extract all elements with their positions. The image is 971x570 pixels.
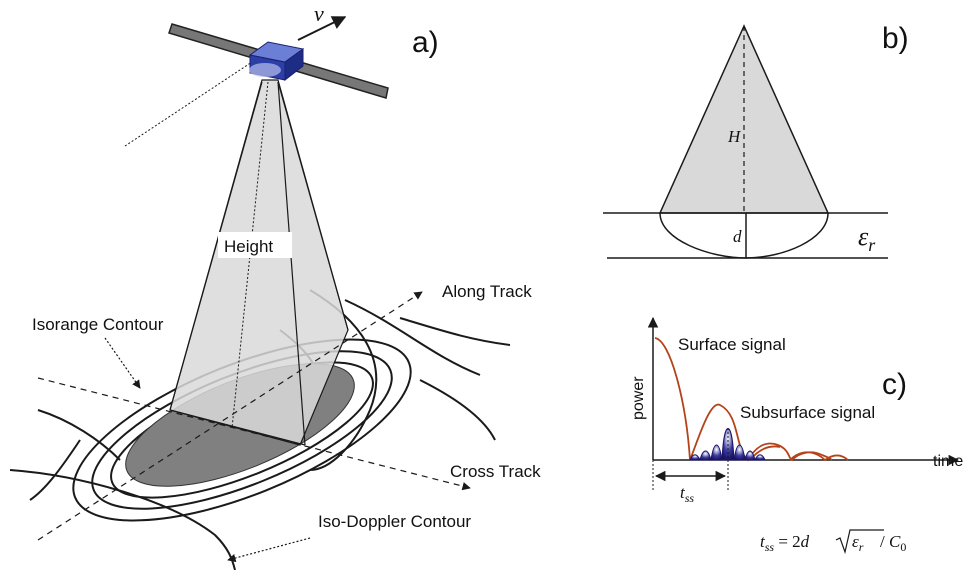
- depth-symbol: d: [733, 227, 742, 246]
- satellite-body-side: [284, 48, 304, 82]
- satellite: [248, 41, 305, 82]
- cross-track-label: Cross Track: [450, 462, 541, 481]
- formula-equals: = 2: [774, 532, 801, 551]
- height-symbol: H: [727, 127, 742, 146]
- formula-text: tss = 2d: [760, 532, 810, 554]
- panel-c-label: c): [882, 368, 907, 401]
- formula-lhs: t: [760, 532, 766, 551]
- velocity-arrow: [297, 16, 347, 41]
- formula-d: d: [801, 532, 810, 551]
- height-label-box: [218, 232, 292, 258]
- surface-signal-label: Surface signal: [678, 335, 786, 354]
- permittivity-label: εr: [858, 222, 876, 255]
- formula-eps: ε: [852, 532, 859, 551]
- delay-label: tss: [680, 483, 694, 505]
- panel-b-label: b): [882, 22, 909, 55]
- subsurface-arc: [659, 212, 829, 259]
- isorange-label: Isorange Contour: [32, 315, 164, 334]
- y-axis-label: power: [630, 376, 647, 420]
- panel-a-label: a): [412, 26, 439, 59]
- subsurface-lobe: [710, 444, 723, 461]
- formula-sqrt: [835, 529, 884, 555]
- delay-subscript: ss: [685, 491, 695, 505]
- panel-c: power time tss Surface signal Subsurface…: [630, 316, 963, 555]
- radar-beam: [169, 79, 349, 446]
- formula-c-sub: 0: [900, 540, 906, 554]
- formula-sqrt-arg: εr: [852, 532, 864, 554]
- panel-b: H d εr b): [603, 22, 909, 259]
- beam-far-edge: [277, 81, 349, 331]
- formula-lhs-sub: ss: [765, 540, 775, 554]
- isorange-pointer: [104, 337, 141, 389]
- satellite-glow: [249, 63, 281, 77]
- along-track-label: Along Track: [442, 282, 532, 301]
- isodoppler-label: Iso-Doppler Contour: [318, 512, 471, 531]
- subsurface-lobe: [733, 444, 746, 461]
- formula-slash: /: [880, 532, 889, 551]
- isodoppler-curve: [309, 289, 378, 471]
- footprint-front-edge: [169, 409, 306, 446]
- velocity-label: v: [314, 1, 324, 26]
- height-label: Height: [224, 237, 273, 256]
- subsurface-lobe: [699, 450, 712, 461]
- ground-track-dotted: [124, 61, 253, 147]
- cross-track-axis: [37, 377, 471, 491]
- isodoppler-curve: [419, 379, 496, 441]
- formula-rhs: / C0: [880, 532, 906, 554]
- delay-symbol: t: [680, 483, 686, 502]
- isodoppler-curve: [37, 409, 121, 461]
- beam-left-edge: [169, 81, 263, 411]
- isodoppler-curve: [399, 317, 511, 346]
- subsurface-lobe: [754, 454, 766, 461]
- formula-eps-sub: r: [859, 540, 864, 554]
- surface-signal-tail: [749, 445, 849, 462]
- formula-c: C: [889, 532, 901, 551]
- permittivity-symbol: ε: [858, 222, 869, 251]
- panel-a: v Height Along Track Cross Track Isorang…: [9, 1, 541, 570]
- x-axis-label: time: [933, 453, 963, 470]
- permittivity-subscript: r: [868, 235, 876, 255]
- subsurface-signal-label: Subsurface signal: [740, 403, 875, 422]
- isodoppler-curve: [29, 439, 81, 501]
- isodoppler-curve: [344, 299, 481, 376]
- beam-right-edge: [277, 81, 306, 446]
- isodoppler-pointer: [227, 537, 311, 563]
- surface-signal-curve: [654, 337, 833, 462]
- delay-formula: tss = 2d εr / C0: [760, 529, 906, 555]
